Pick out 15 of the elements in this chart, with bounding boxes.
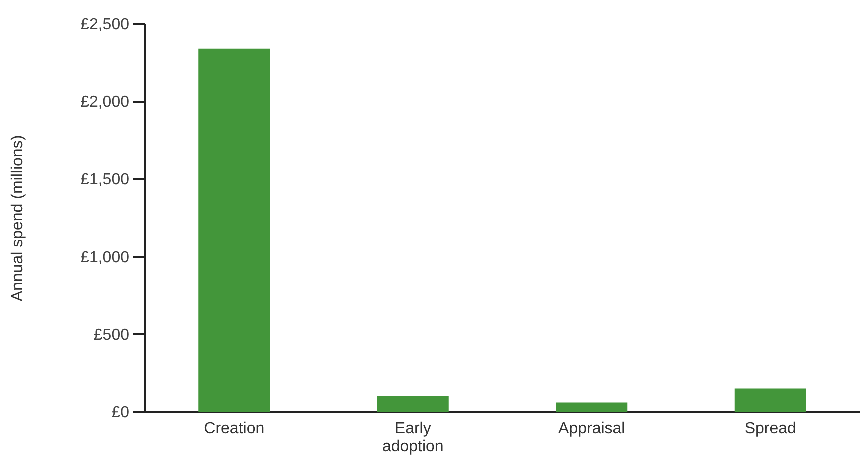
y-tick-label: £2,500 [80, 16, 130, 34]
y-tick-label: £1,500 [80, 172, 130, 189]
y-tick-label: £2,000 [80, 94, 130, 112]
x-tick-label: Appraisal [558, 420, 626, 438]
bar [734, 388, 806, 412]
y-tick-label: £0 [112, 404, 130, 422]
y-tick-label: £1,000 [80, 249, 130, 266]
bar [198, 48, 270, 412]
y-tick-label: £500 [94, 326, 130, 344]
bar [377, 396, 449, 412]
y-axis-title: Annual spend (millions) [10, 135, 27, 302]
x-tick-label: Spread [744, 420, 796, 438]
bar [556, 402, 628, 412]
x-tick-label: Creation [204, 420, 265, 438]
x-tick-label: Early adoption [382, 420, 444, 456]
